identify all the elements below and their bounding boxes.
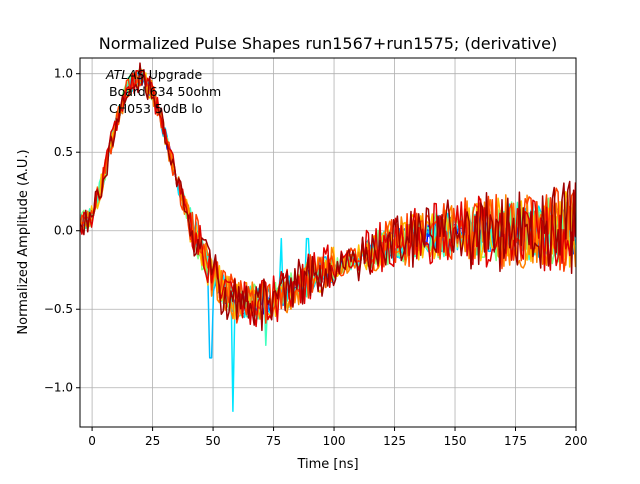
atlas-italic: ATLAS bbox=[105, 67, 145, 82]
x-tick-label-1: 25 bbox=[145, 434, 160, 448]
atlas-annotation-line3: CH053 50dB lo bbox=[109, 101, 202, 116]
y-axis-label: Normalized Amplitude (A.U.) bbox=[16, 149, 31, 334]
y-tick-label-4: 1.0 bbox=[54, 67, 73, 81]
series-line-10 bbox=[80, 69, 576, 328]
series-group bbox=[80, 62, 576, 413]
x-tick-label-0: 0 bbox=[88, 434, 96, 448]
x-tick-label-5: 125 bbox=[383, 434, 406, 448]
plot-frame bbox=[79, 57, 577, 428]
x-tick-label-2: 50 bbox=[205, 434, 220, 448]
x-tick-label-7: 175 bbox=[504, 434, 527, 448]
x-tick-label-3: 75 bbox=[266, 434, 281, 448]
x-tick-label-6: 150 bbox=[444, 434, 467, 448]
atlas-upgrade: Upgrade bbox=[145, 67, 203, 82]
y-tick-label-2: 0.0 bbox=[54, 224, 73, 238]
series-line-11 bbox=[80, 62, 576, 332]
x-tick-label-8: 200 bbox=[565, 434, 588, 448]
y-tick-label-3: 0.5 bbox=[54, 145, 73, 159]
y-tick-label-1: −0.5 bbox=[44, 302, 73, 316]
atlas-annotation-line1: ATLAS Upgrade bbox=[105, 67, 202, 82]
tick-group: 0 25 50 75 100 125 150 175 200 −1.0 −0.5 0.0 0.5 1.0 bbox=[44, 67, 588, 448]
chart-title: Normalized Pulse Shapes run1567+run1575;… bbox=[99, 34, 557, 53]
atlas-annotation-line2: Board 634 50ohm bbox=[109, 84, 221, 99]
x-axis-label: Time [ns] bbox=[296, 457, 358, 472]
y-tick-label-0: −1.0 bbox=[44, 381, 73, 395]
x-tick-label-4: 100 bbox=[323, 434, 346, 448]
